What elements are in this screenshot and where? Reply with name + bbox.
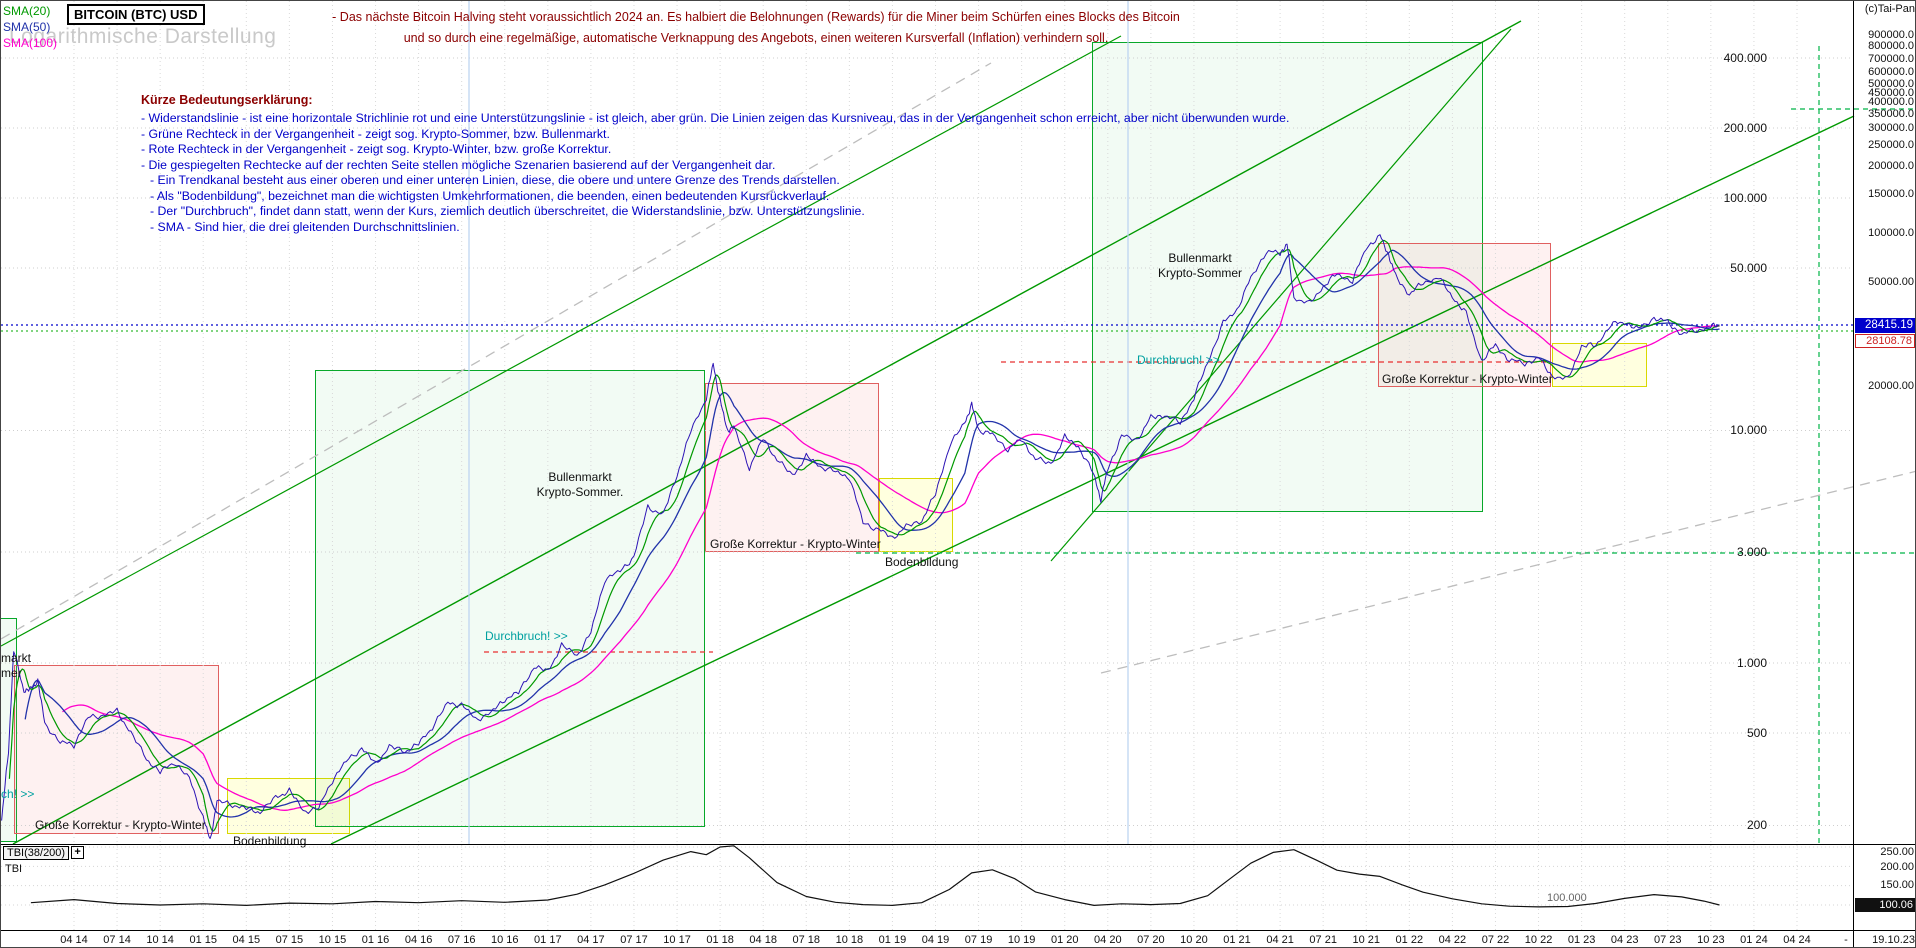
halving-note: - Das nächste Bitcoin Halving steht vora… xyxy=(321,7,1191,49)
legend-sma20: SMA(20) xyxy=(3,4,51,18)
trend-channel-upper xyxy=(1,35,1122,647)
tbi-expand-button[interactable]: + xyxy=(71,846,85,859)
explanation-heading: Kürze Bedeutungserklärung: xyxy=(141,93,313,107)
sma50-line xyxy=(24,249,1720,818)
sma20-line xyxy=(8,239,1720,832)
longterm-channel-gray xyxy=(1,62,992,640)
explanation-line: - Rote Rechteck in der Vergangenheit - z… xyxy=(141,142,612,156)
tbi-line xyxy=(30,845,1720,908)
explanation-block: Kürze Bedeutungserklärung: - Widerstands… xyxy=(141,93,1289,235)
tbi-panel-separator xyxy=(1,844,1915,845)
tbi-label: TBI xyxy=(5,863,23,875)
halving-note-line1: - Das nächste Bitcoin Halving steht vora… xyxy=(332,10,1180,24)
tbi-header: TBI(38/200) + xyxy=(3,846,85,860)
trend-channel-lower xyxy=(12,20,1522,845)
explanation-line: - SMA - Sind hier, die drei gleitenden D… xyxy=(150,219,460,234)
tbi-level-label: 100.000 xyxy=(1547,892,1587,904)
explanation-line: - Widerstandslinie - ist eine horizontal… xyxy=(141,111,1290,125)
tbi-last-value: 100.06 xyxy=(1855,898,1915,912)
copyright-label: (c)Tai-Pan xyxy=(1864,3,1915,15)
log-scale-watermark: Logarithmische Darstellung xyxy=(9,25,277,48)
explanation-line: - Ein Trendkanal besteht aus einer obere… xyxy=(150,173,840,187)
tbi-indicator-label[interactable]: TBI(38/200) xyxy=(3,846,70,860)
explanation-line: - Der "Durchbruch", findet dann statt, w… xyxy=(150,204,865,218)
date-axis-separator xyxy=(1,930,1915,931)
sma-legend: SMA(20) SMA(50) SMA(100) xyxy=(3,3,57,51)
last-price-label: 28415.19 xyxy=(1855,318,1915,333)
legend-sma50: SMA(50) xyxy=(3,20,51,34)
longterm-channel-gray-2 xyxy=(1100,470,1915,674)
right-scale-separator xyxy=(1853,1,1854,947)
explanation-line: - Die gespiegelten Rechtecke auf der rec… xyxy=(141,157,776,172)
secondary-price-label: 28108.78 xyxy=(1855,334,1915,348)
explanation-line: - Als "Bodenbildung", bezeichnet man die… xyxy=(150,188,830,203)
explanation-line: - Grüne Rechteck in der Vergangenheit - … xyxy=(141,126,610,141)
price-line xyxy=(1,234,1720,839)
chart-title: BITCOIN (BTC) USD xyxy=(67,4,205,25)
halving-note-line2: und so durch eine regelmäßige, automatis… xyxy=(403,31,1109,45)
sma100-line xyxy=(62,266,1720,811)
legend-sma100: SMA(100) xyxy=(3,36,58,50)
explanation-lines: - Widerstandslinie - ist eine horizontal… xyxy=(141,111,1289,235)
